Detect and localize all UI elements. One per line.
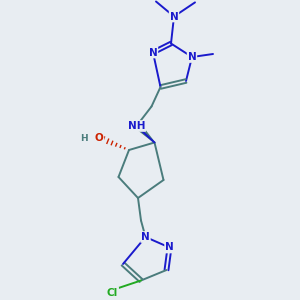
Polygon shape [138,126,154,142]
Text: N: N [169,11,178,22]
Text: N: N [188,52,196,62]
Text: NH: NH [128,121,145,131]
Text: O: O [94,133,103,143]
Text: N: N [165,242,174,253]
Text: N: N [148,47,158,58]
Text: N: N [141,232,150,242]
Text: Cl: Cl [107,287,118,298]
Text: H: H [80,134,88,142]
